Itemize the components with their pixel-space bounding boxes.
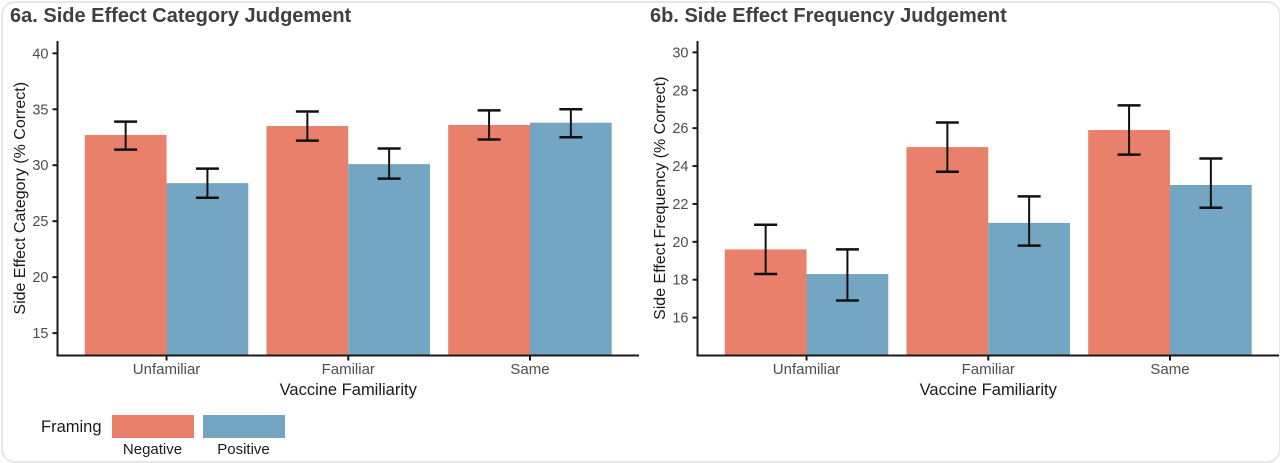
legend-swatch-negative <box>111 415 194 438</box>
legend-swatch-positive <box>202 415 285 438</box>
x-axis-title: Vaccine Familiarity <box>280 381 418 399</box>
y-tick-label: 24 <box>672 159 688 175</box>
x-axis-title: Vaccine Familiarity <box>920 381 1058 399</box>
legend-label: Positive <box>217 441 270 458</box>
bar-unfamiliar-positive <box>166 183 249 356</box>
bar-same-positive <box>1169 184 1252 356</box>
y-tick-label: 28 <box>672 83 688 99</box>
y-tick-label: 16 <box>672 311 688 327</box>
bar-familiar-negative <box>266 126 349 356</box>
chart-title: 6b. Side Effect Frequency Judgement <box>650 5 1007 27</box>
legend-label: Negative <box>122 441 183 458</box>
bar-same-negative <box>1088 130 1170 356</box>
y-tick-label: 25 <box>32 214 48 230</box>
legend-item-negative: Negative <box>111 415 194 458</box>
y-tick-label: 20 <box>672 235 688 251</box>
x-tick-label: Unfamiliar <box>773 361 841 378</box>
y-tick-label: 26 <box>672 121 688 137</box>
y-tick-label: 22 <box>672 197 688 213</box>
x-tick-label: Familiar <box>962 361 1015 378</box>
x-tick-label: Same <box>1150 361 1189 378</box>
y-tick-label: 20 <box>32 270 48 286</box>
y-tick-label: 40 <box>32 46 48 62</box>
bar-familiar-positive <box>348 164 431 356</box>
x-tick-label: Familiar <box>322 361 375 378</box>
charts-row: 6a. Side Effect Category Judgement 15 20 25… <box>3 3 1280 403</box>
x-tick-label: Same <box>510 361 549 378</box>
framing-legend: Framing Negative Positive <box>41 415 285 458</box>
bar-same-negative <box>448 124 530 356</box>
y-tick-label: 30 <box>672 45 688 61</box>
chart-6a-side-effect-category: 6a. Side Effect Category Judgement 15 20 25… <box>10 5 639 399</box>
chart-6b-side-effect-frequency: 6b. Side Effect Frequency Judgement 16 18 2… <box>650 5 1279 399</box>
bar-same-positive <box>529 122 612 356</box>
chart-title: 6a. Side Effect Category Judgement <box>10 5 352 27</box>
bar-familiar-negative <box>906 147 989 356</box>
x-tick-label: Unfamiliar <box>133 361 201 378</box>
legend-title: Framing <box>41 418 102 436</box>
legend-items: Negative Positive <box>111 415 285 458</box>
y-tick-label: 15 <box>32 326 48 342</box>
y-axis-title: Side Effect Frequency (% Correct) <box>652 77 669 320</box>
y-axis-title: Side Effect Category (% Correct) <box>12 82 29 315</box>
y-tick-label: 30 <box>32 158 48 174</box>
y-tick-label: 35 <box>32 102 48 118</box>
y-tick-label: 18 <box>672 273 688 289</box>
legend-item-positive: Positive <box>202 415 285 458</box>
bar-unfamiliar-negative <box>84 135 167 356</box>
